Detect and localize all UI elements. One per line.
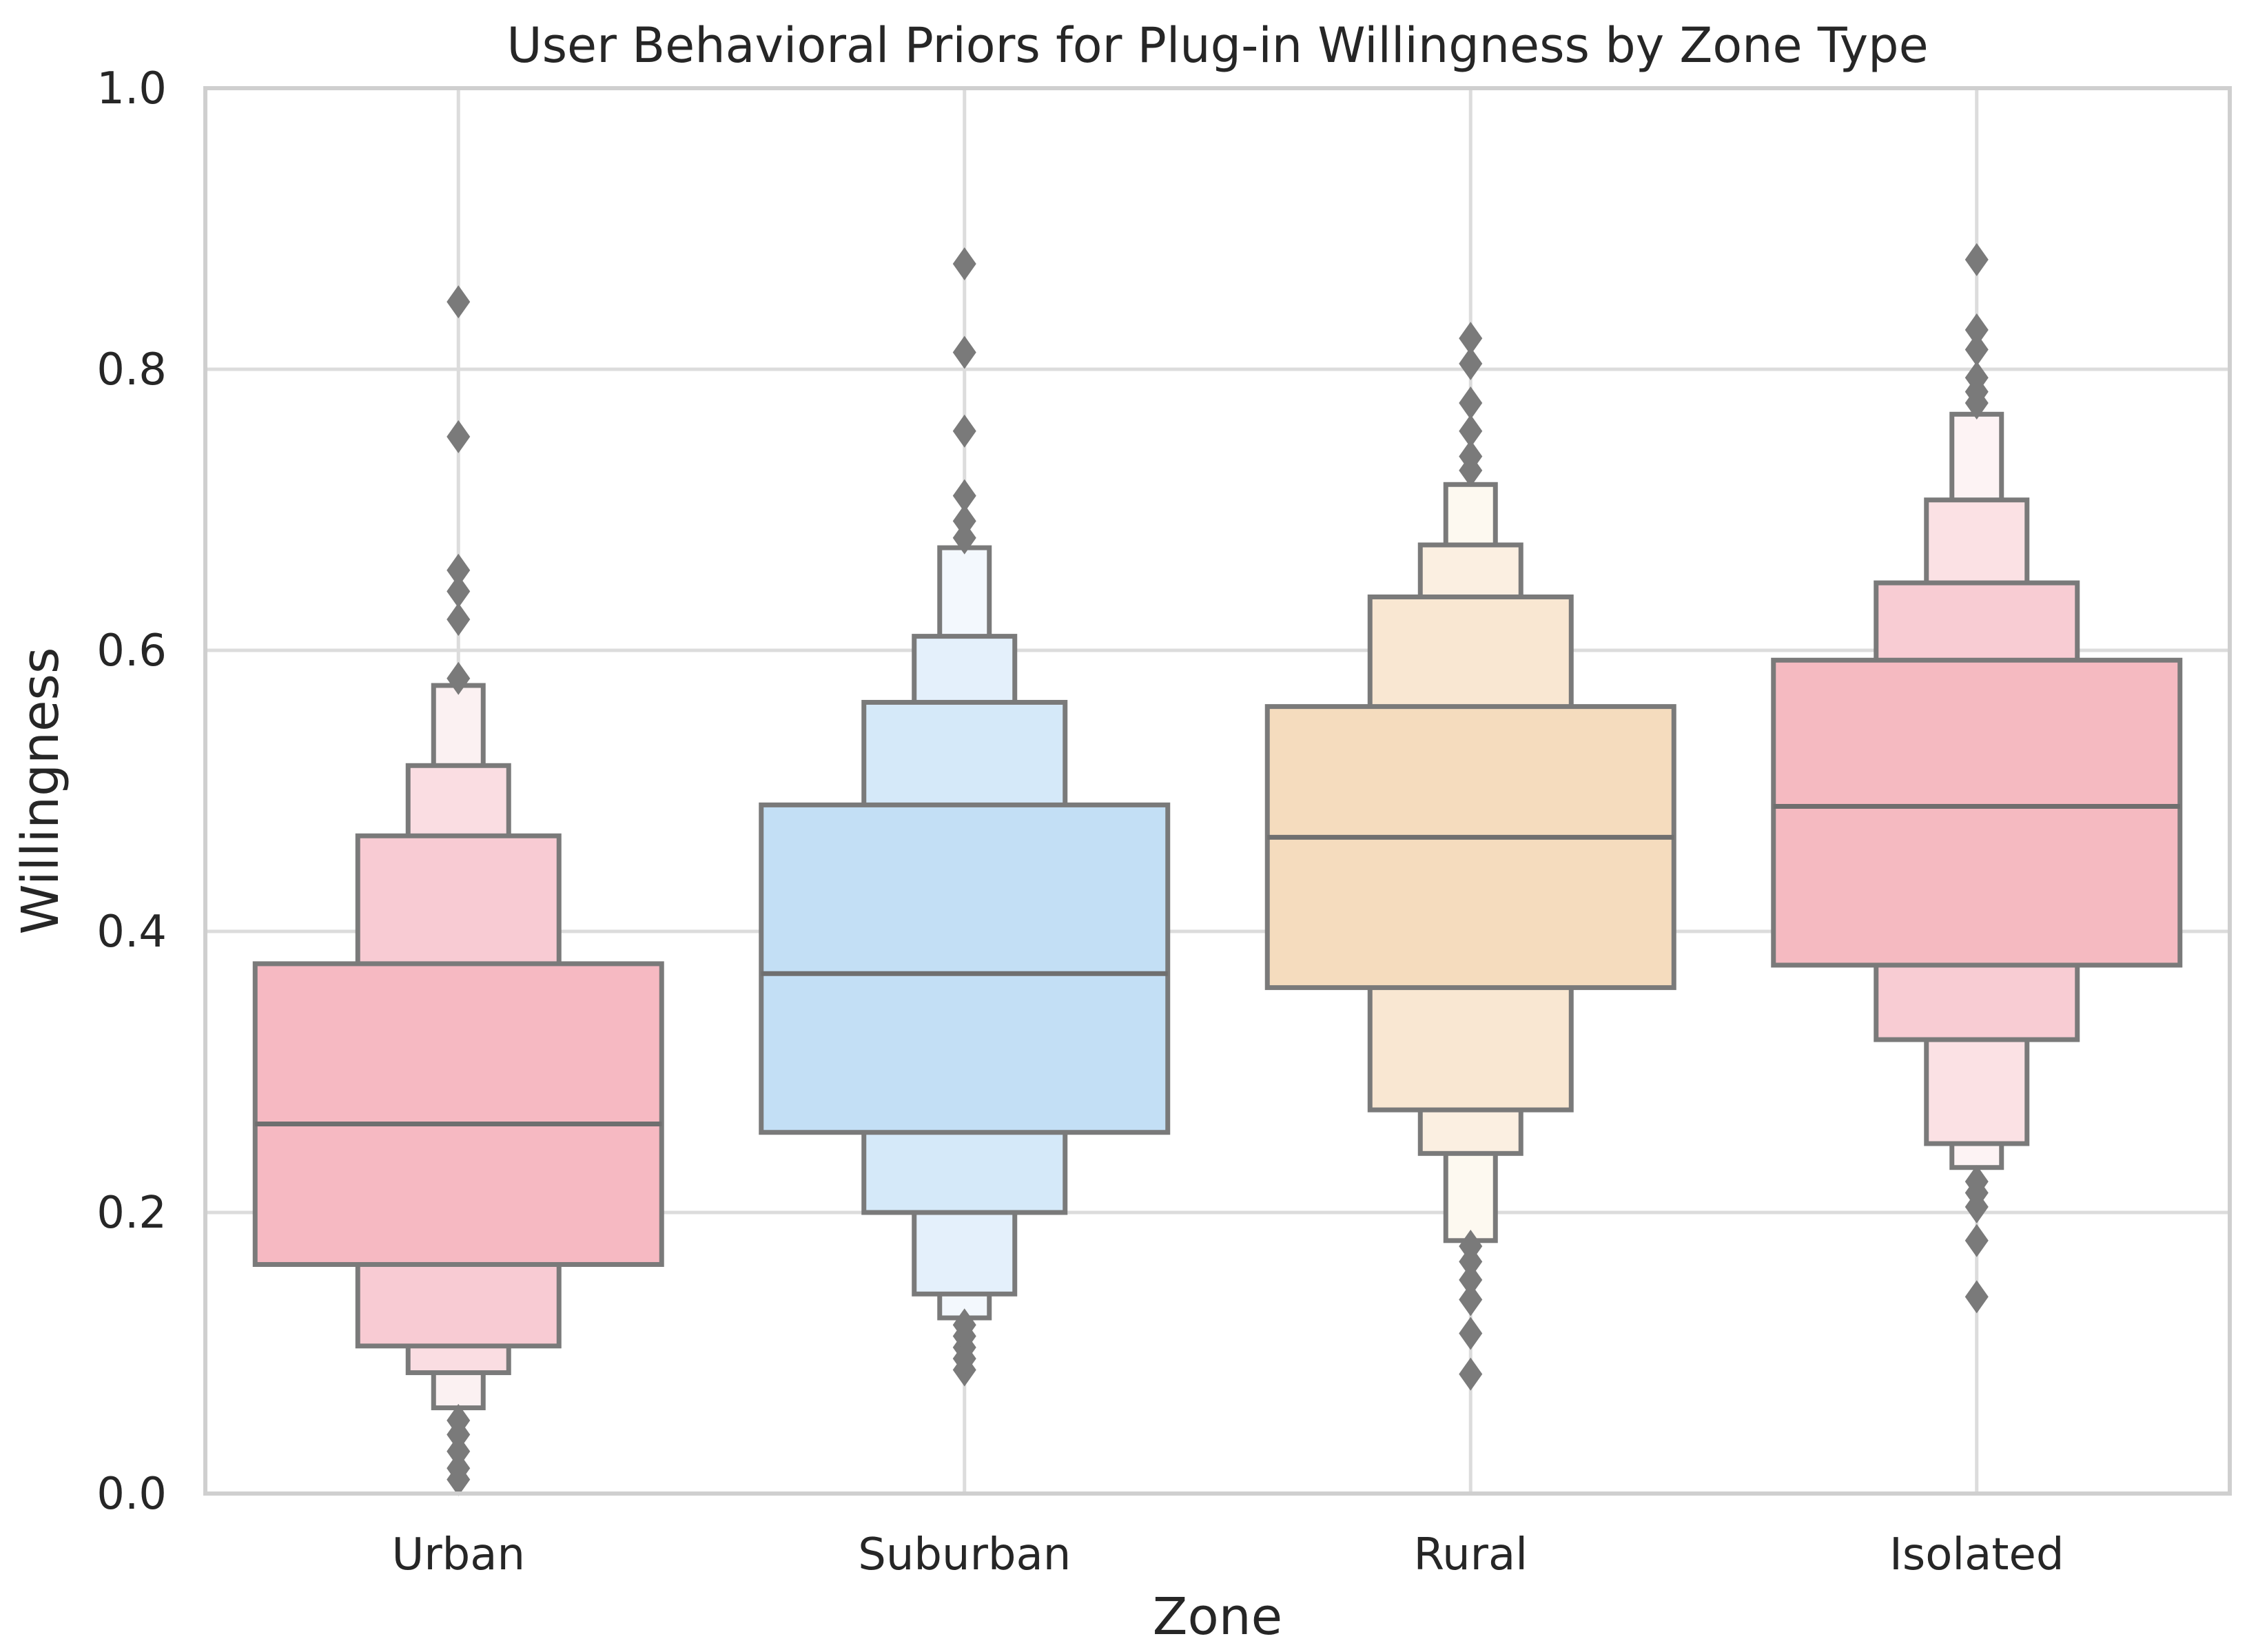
- urban-box-level-1: [252, 961, 664, 1267]
- suburban-outlier-point: [952, 414, 976, 448]
- x-tick-label-urban: Urban: [391, 1529, 525, 1580]
- rural-outlier-point: [1459, 1283, 1483, 1317]
- isolated-box-level-1: [1771, 657, 2183, 968]
- chart-title: User Behavioral Priors for Plug-in Willi…: [506, 17, 1928, 74]
- rural-outlier-point: [1459, 414, 1483, 448]
- urban-outlier-point: [447, 575, 471, 608]
- fliers-layer: [447, 242, 1989, 1496]
- urban-outlier-point: [447, 1434, 471, 1468]
- rural-outlier-point: [1459, 1229, 1483, 1263]
- rural-outlier-point: [1459, 1317, 1483, 1350]
- y-axis-label: Willingness: [11, 647, 70, 934]
- isolated-outlier-point: [1964, 333, 1989, 366]
- urban-outlier-point: [447, 553, 471, 587]
- isolated-outlier-point: [1964, 361, 1989, 395]
- y-tick-label: 0.2: [96, 1188, 167, 1239]
- y-tick-label: 0.8: [96, 344, 167, 395]
- tick-layer: 0.0 0.2 0.4 0.6 0.8 1.0 Urban Suburban Rural Isol…: [96, 63, 2064, 1580]
- rural-outlier-point: [1459, 386, 1483, 420]
- y-tick-label: 0.6: [96, 626, 167, 677]
- y-tick-label: 0.4: [96, 907, 167, 958]
- isolated-outlier-point: [1964, 1280, 1989, 1314]
- isolated-outlier-point: [1964, 1223, 1989, 1257]
- y-tick-label: 0.0: [96, 1469, 167, 1520]
- urban-outlier-point: [447, 285, 471, 319]
- suburban-outlier-point: [952, 247, 976, 280]
- rural-outlier-point: [1459, 440, 1483, 473]
- rural-outlier-point: [1459, 347, 1483, 380]
- y-tick-label: 1.0: [96, 63, 167, 114]
- x-tick-label-suburban: Suburban: [858, 1529, 1071, 1580]
- rural-outlier-point: [1459, 1357, 1483, 1391]
- suburban-outlier-point: [952, 504, 976, 538]
- urban-outlier-point: [447, 661, 471, 695]
- suburban-box-level-1: [759, 802, 1171, 1135]
- isolated-outlier-point: [1964, 313, 1989, 347]
- boxes-layer: [252, 411, 2183, 1411]
- x-tick-label-rural: Rural: [1414, 1529, 1528, 1580]
- urban-outlier-point: [447, 1452, 471, 1485]
- suburban-outlier-point: [952, 335, 976, 369]
- suburban-outlier-point: [952, 1308, 976, 1342]
- urban-outlier-point: [447, 420, 471, 453]
- x-tick-label-isolated: Isolated: [1889, 1529, 2064, 1580]
- isolated-outlier-point: [1964, 242, 1989, 276]
- rural-outlier-point: [1459, 1263, 1483, 1297]
- isolated-outlier-point: [1964, 1165, 1989, 1199]
- plot-frame: [203, 86, 2232, 1496]
- urban-outlier-point: [447, 1403, 471, 1437]
- suburban-outlier-point: [952, 521, 976, 555]
- rural-box-level-1: [1264, 704, 1676, 991]
- rural-outlier-point: [1459, 322, 1483, 355]
- x-axis-label: Zone: [1153, 1587, 1282, 1646]
- urban-outlier-point: [447, 603, 471, 637]
- suburban-outlier-point: [952, 479, 976, 513]
